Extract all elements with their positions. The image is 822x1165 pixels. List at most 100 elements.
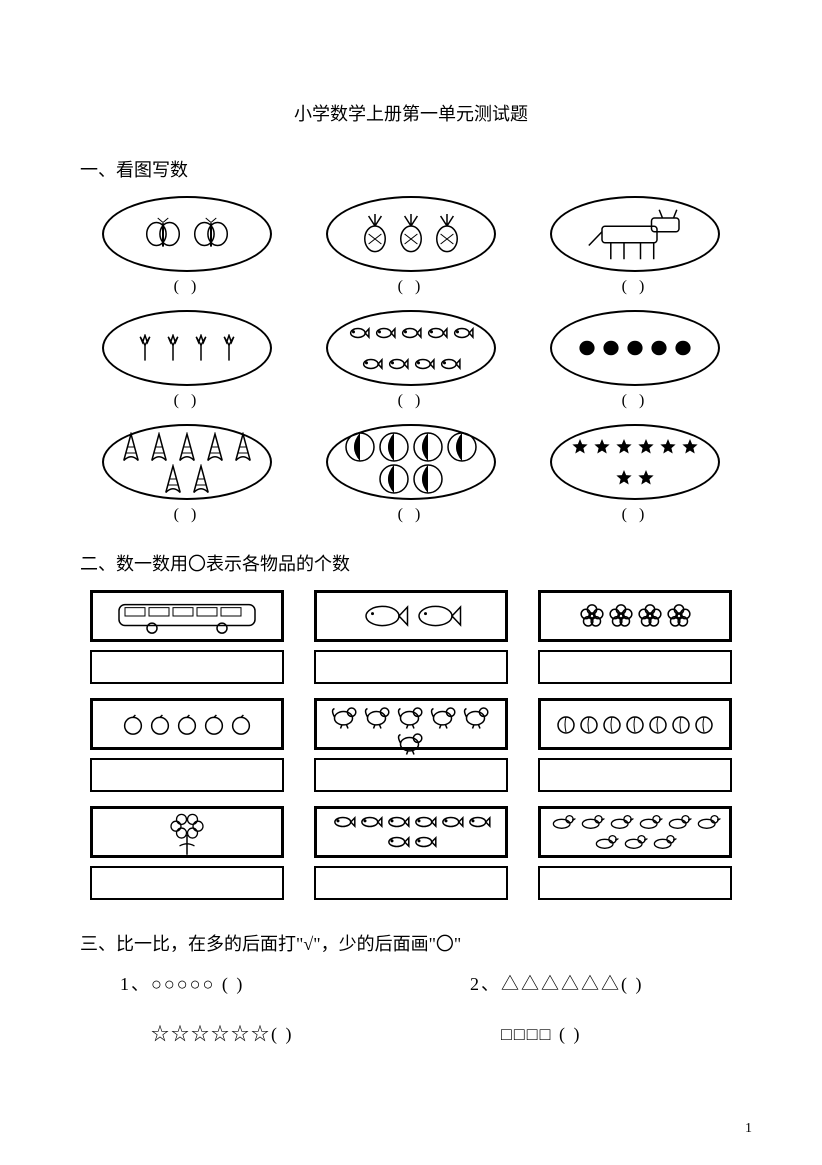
s1-cell: ( ) (538, 310, 732, 420)
duck-icon (666, 813, 692, 831)
fish-group-icon (361, 357, 383, 371)
s1-blank[interactable]: ( ) (174, 278, 201, 296)
peach-icon (556, 714, 576, 734)
star-icon (637, 438, 655, 456)
s1-cell: ( ) (314, 196, 508, 306)
s3-q2-label: 2、 (470, 974, 501, 994)
s2-answerbox[interactable] (90, 650, 284, 684)
section-1-grid: ( ) ( ) ( ) ( ) ( ) ( ) ( ) ( ) ( ) (90, 196, 732, 534)
s2-answerbox[interactable] (314, 866, 508, 900)
s1-blank[interactable]: ( ) (174, 506, 201, 524)
rooster-icon (363, 705, 393, 729)
flower-icon (666, 603, 692, 629)
s1-blank[interactable]: ( ) (174, 392, 201, 410)
peach-icon (579, 714, 599, 734)
s1-cell: ( ) (90, 424, 284, 534)
peach-icon (625, 714, 645, 734)
tulip-icon (217, 334, 241, 362)
s1-blank[interactable]: ( ) (622, 278, 649, 296)
s2-imgbox (314, 806, 508, 858)
smallfish-icon (467, 815, 491, 829)
corn-icon (189, 464, 213, 494)
s2-row (90, 698, 732, 806)
flower-icon (637, 603, 663, 629)
ball-icon (413, 464, 443, 494)
duck-icon (550, 813, 576, 831)
smallfish-icon (359, 815, 383, 829)
fish-icon (413, 601, 463, 631)
s1-blank[interactable]: ( ) (622, 392, 649, 410)
duck-icon (622, 833, 648, 851)
s2-cell (538, 698, 732, 806)
star-icon (571, 438, 589, 456)
section-2-title: 二、数一数用〇表示各物品的个数 (80, 550, 742, 576)
smallfish-icon (332, 815, 356, 829)
peach-icon (648, 714, 668, 734)
s1-ellipse (326, 196, 496, 272)
s2-answerbox[interactable] (538, 758, 732, 792)
s2-imgbox (538, 590, 732, 642)
fish-group-icon (387, 357, 409, 371)
s2-row (90, 806, 732, 914)
bus-icon (117, 597, 257, 635)
s1-blank[interactable]: ( ) (622, 506, 649, 524)
rooster-icon (462, 705, 492, 729)
section-2-grid (80, 590, 742, 914)
s1-cell: ( ) (90, 310, 284, 420)
apple-icon (202, 713, 226, 735)
star-icon (681, 438, 699, 456)
s2-row (90, 590, 732, 698)
s1-blank[interactable]: ( ) (398, 392, 425, 410)
s3-q2-line1: 2、△△△△△△( ) (470, 970, 644, 996)
s1-cell: ( ) (314, 424, 508, 534)
s3-q2-a: △△△△△△( ) (501, 974, 644, 994)
s2-cell (538, 806, 732, 914)
corn-icon (147, 432, 171, 462)
s1-cell: ( ) (538, 196, 732, 306)
s2-imgbox (538, 698, 732, 750)
corn-icon (203, 432, 227, 462)
star-icon (659, 438, 677, 456)
peach-icon (671, 714, 691, 734)
balloons-icon (162, 813, 212, 857)
pineapple-icon (431, 214, 463, 254)
ball-icon (345, 432, 375, 462)
s2-answerbox[interactable] (314, 758, 508, 792)
peach-icon (694, 714, 714, 734)
s2-answerbox[interactable] (90, 866, 284, 900)
s2-answerbox[interactable] (314, 650, 508, 684)
s1-ellipse (550, 310, 720, 386)
apple-icon (175, 713, 199, 735)
star-icon (615, 469, 633, 487)
rooster-icon (429, 705, 459, 729)
corn-icon (175, 432, 199, 462)
s3-q1-line2: 1、☆☆☆☆☆☆( ) (120, 1020, 470, 1046)
s2-imgbox (90, 698, 284, 750)
s2-cell (538, 590, 732, 698)
ball-icon (379, 464, 409, 494)
tulip-icon (161, 334, 185, 362)
s2-answerbox[interactable] (538, 866, 732, 900)
apple-icon (148, 713, 172, 735)
duck-icon (593, 833, 619, 851)
smallfish-icon (413, 815, 437, 829)
s1-ellipse (102, 424, 272, 500)
s2-answerbox[interactable] (90, 758, 284, 792)
smallfish-icon (413, 835, 437, 849)
fish-group-icon (374, 326, 396, 340)
s2-cell (314, 698, 508, 806)
s2-answerbox[interactable] (538, 650, 732, 684)
page-number: 1 (745, 1121, 752, 1137)
s1-blank[interactable]: ( ) (398, 278, 425, 296)
s3-q2-b: □□□□ ( ) (501, 1024, 581, 1044)
ball-icon (447, 432, 477, 462)
smallfish-icon (386, 835, 410, 849)
rooster-icon (330, 705, 360, 729)
s3-q1-line1: 1、○○○○○ ( ) (120, 970, 470, 996)
s2-imgbox (538, 806, 732, 858)
bean-icon (601, 340, 621, 356)
s2-cell (90, 698, 284, 806)
s1-blank[interactable]: ( ) (398, 506, 425, 524)
page-title: 小学数学上册第一单元测试题 (80, 100, 742, 126)
s2-cell (314, 806, 508, 914)
